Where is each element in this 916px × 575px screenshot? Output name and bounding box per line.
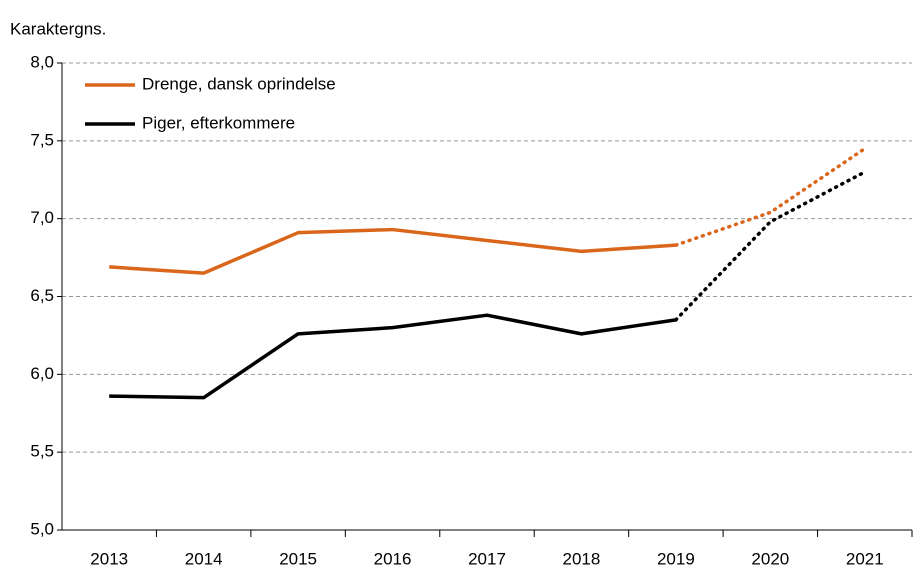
legend-label: Piger, efterkommere — [142, 113, 295, 132]
y-tick-label: 6,0 — [30, 364, 54, 383]
y-tick-label: 7,5 — [30, 130, 54, 149]
x-tick-label: 2015 — [279, 549, 317, 568]
y-tick-label: 6,5 — [30, 286, 54, 305]
y-tick-label: 5,0 — [30, 519, 54, 538]
legend-label: Drenge, dansk oprindelse — [142, 74, 336, 93]
x-tick-label: 2020 — [751, 549, 789, 568]
x-tick-label: 2014 — [185, 549, 223, 568]
series-line-dotted — [674, 146, 867, 247]
series-line — [109, 227, 677, 275]
series-line — [109, 313, 677, 400]
y-tick-label: 8,0 — [30, 52, 54, 71]
series-line-dotted — [674, 170, 867, 322]
x-tick-label: 2019 — [657, 549, 695, 568]
x-tick-label: 2018 — [563, 549, 601, 568]
x-tick-label: 2017 — [468, 549, 506, 568]
y-tick-label: 7,0 — [30, 208, 54, 227]
x-tick-label: 2013 — [90, 549, 128, 568]
x-tick-label: 2021 — [846, 549, 884, 568]
y-axis-label: Karaktergns. — [10, 19, 106, 38]
y-tick-label: 5,5 — [30, 442, 54, 461]
x-tick-label: 2016 — [374, 549, 412, 568]
